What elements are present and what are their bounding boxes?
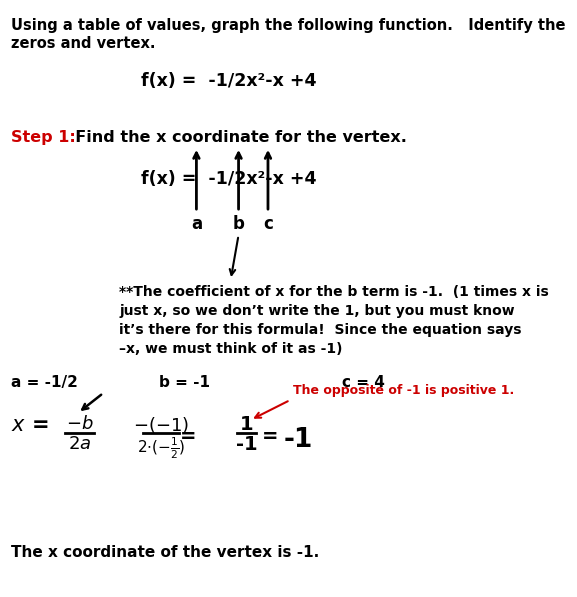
Text: 1: 1 xyxy=(239,415,253,434)
Text: $-(-1)$: $-(-1)$ xyxy=(133,415,189,435)
Text: The opposite of -1 is positive 1.: The opposite of -1 is positive 1. xyxy=(293,384,514,397)
Text: -1: -1 xyxy=(235,435,257,454)
Text: b = -1: b = -1 xyxy=(159,375,210,390)
Text: zeros and vertex.: zeros and vertex. xyxy=(11,36,156,51)
Text: c = 4: c = 4 xyxy=(342,375,385,390)
Text: Using a table of values, graph the following function.   Identify the: Using a table of values, graph the follo… xyxy=(11,18,565,33)
Text: The x coordinate of the vertex is -1.: The x coordinate of the vertex is -1. xyxy=(11,545,320,560)
Text: Step 1:: Step 1: xyxy=(11,130,76,145)
Text: just x, so we don’t write the 1, but you must know: just x, so we don’t write the 1, but you… xyxy=(119,304,515,318)
Text: f(x) =  -1/2x²-x +4: f(x) = -1/2x²-x +4 xyxy=(141,170,317,188)
Text: f(x) =  -1/2x²-x +4: f(x) = -1/2x²-x +4 xyxy=(141,72,317,90)
Text: =: = xyxy=(180,427,197,446)
Text: a: a xyxy=(191,215,202,233)
Text: $2{\cdot}(-\frac{1}{2})$: $2{\cdot}(-\frac{1}{2})$ xyxy=(137,435,186,460)
Text: $-b$: $-b$ xyxy=(66,415,93,433)
Text: Find the x coordinate for the vertex.: Find the x coordinate for the vertex. xyxy=(63,130,406,145)
Text: =: = xyxy=(262,427,279,446)
Text: –x, we must think of it as -1): –x, we must think of it as -1) xyxy=(119,342,343,356)
Text: c: c xyxy=(263,215,273,233)
Text: b: b xyxy=(233,215,245,233)
Text: -1: -1 xyxy=(283,427,313,453)
Text: $2a$: $2a$ xyxy=(68,435,91,453)
Text: **The coefficient of x for the b term is -1.  (1 times x is: **The coefficient of x for the b term is… xyxy=(119,285,549,299)
Text: it’s there for this formula!  Since the equation says: it’s there for this formula! Since the e… xyxy=(119,323,522,337)
Text: $\mathit{x}$ =: $\mathit{x}$ = xyxy=(11,415,48,435)
Text: a = -1/2: a = -1/2 xyxy=(11,375,78,390)
